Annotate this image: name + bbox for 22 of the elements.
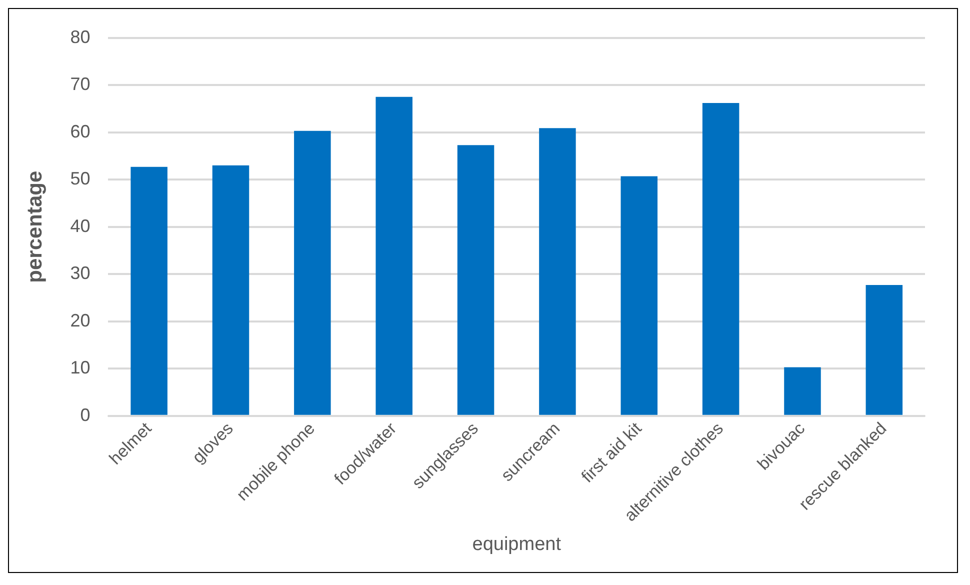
y-tick-label: 20 [70,310,90,330]
y-tick-label: 50 [70,168,90,189]
y-tick-label: 70 [70,74,90,94]
y-axis-title: percentage [23,170,46,283]
bar [866,284,903,415]
x-axis-title: equipment [472,534,562,555]
y-tick-label: 0 [80,404,90,425]
bar [539,128,576,415]
bar [457,145,494,415]
x-tick-label: first aid kit [578,418,646,486]
bar [702,103,740,415]
y-tick-label: 10 [70,358,90,378]
bar [212,165,250,415]
y-tick-label: 40 [70,216,90,236]
bar [784,367,821,415]
y-tick-label: 80 [70,26,90,47]
y-tick-label: 60 [70,121,90,142]
bar [294,130,331,415]
y-tick-label: 30 [70,263,90,284]
bar [376,96,412,415]
bar [620,176,658,415]
bar [130,166,168,415]
